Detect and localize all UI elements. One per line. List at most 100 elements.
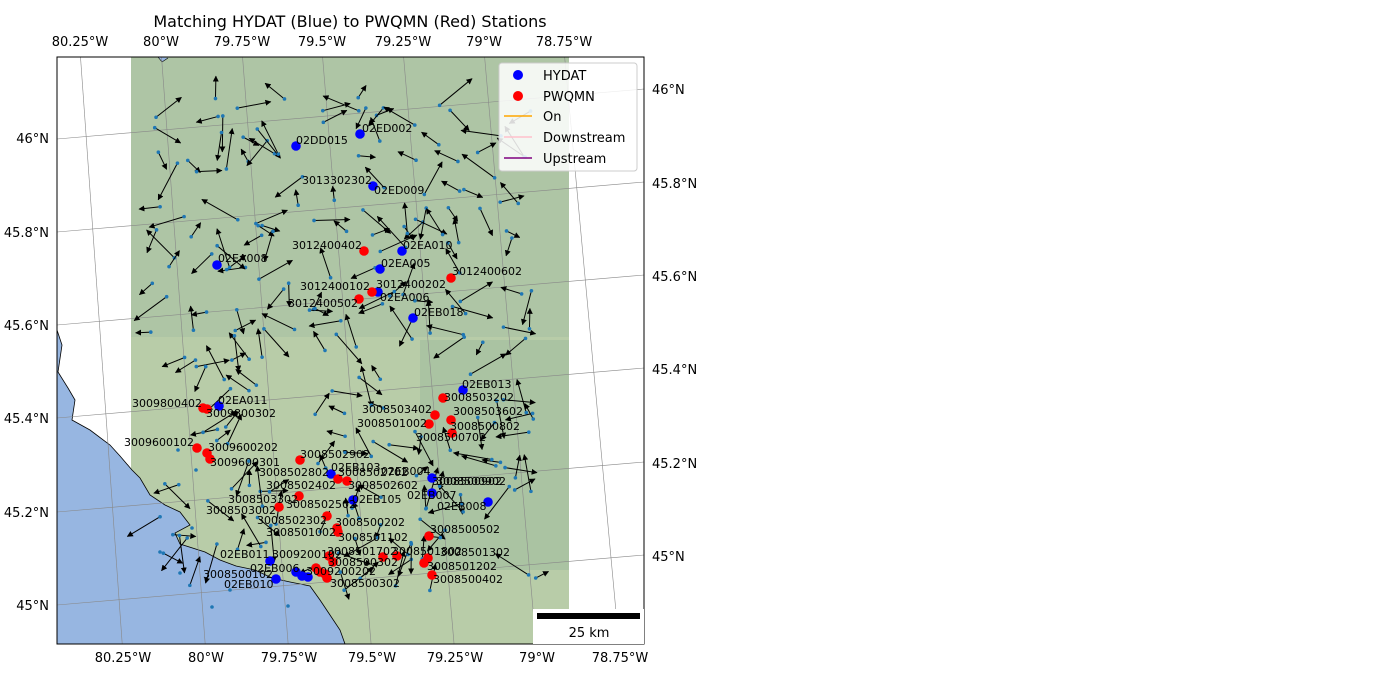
river-node [346,513,350,518]
hydat-station-marker[interactable] [375,264,385,274]
left-lat-label: 45°N [16,599,49,614]
hydat-station-marker[interactable] [348,495,358,505]
flow-arrow [496,400,507,439]
river-node [313,306,317,311]
flow-arrow [326,429,346,437]
pwqmn-station-marker[interactable] [424,419,434,429]
flow-arrow [196,167,223,174]
river-node [342,588,346,592]
river-node [259,544,263,549]
flow-arrow [438,470,445,487]
river-node [312,218,316,223]
river-node [498,460,503,465]
flow-arrow [426,324,464,336]
pwqmn-station-marker[interactable] [333,527,343,537]
hydat-station-marker[interactable] [397,246,407,256]
hydat-station-marker[interactable] [291,567,301,577]
pwqmn-station-marker[interactable] [202,404,212,414]
pwqmn-station-marker[interactable] [328,557,338,567]
station-label: 3008502602 [348,479,418,492]
pwqmn-station-marker[interactable] [354,294,364,304]
pwqmn-station-marker[interactable] [430,410,440,420]
hydat-station-marker[interactable] [265,556,275,566]
hydat-station-marker[interactable] [483,497,493,507]
flow-arrow [207,500,235,522]
pwqmn-station-marker[interactable] [205,454,215,464]
pwqmn-station-marker[interactable] [367,287,377,297]
hydat-station-marker[interactable] [408,313,418,323]
hydat-station-marker[interactable] [212,260,222,270]
flow-arrow [216,245,246,270]
hydat-station-marker[interactable] [458,385,468,395]
pwqmn-station-marker[interactable] [446,415,456,425]
river-node [446,205,451,210]
hydat-station-marker[interactable] [427,488,437,498]
pwqmn-station-marker[interactable] [333,474,343,484]
hydat-station-marker[interactable] [355,129,365,139]
flow-arrow [452,306,494,320]
hydat-station-marker[interactable] [326,469,336,479]
hydat-station-marker[interactable] [368,181,378,191]
flow-arrow [155,96,182,118]
pwqmn-station-marker[interactable] [447,428,457,438]
pwqmn-station-marker[interactable] [294,491,304,501]
hydat-station-marker[interactable] [427,473,437,483]
pwqmn-station-marker[interactable] [427,570,437,580]
flow-arrow [441,426,451,451]
river-node [281,287,286,291]
flow-arrow [368,107,384,127]
river-node [182,355,187,360]
pwqmn-station-marker[interactable] [438,393,448,403]
river-node [519,292,524,296]
river-node [271,229,275,234]
pwqmn-station-marker[interactable] [295,455,305,465]
river-node [276,152,281,156]
river-node [378,523,383,527]
flow-arrow [484,486,510,520]
flow-arrow [313,291,322,310]
station-label: 3009800302 [206,407,276,420]
river-node [206,499,210,503]
pwqmn-station-marker[interactable] [315,567,325,577]
pwqmn-station-marker[interactable] [192,443,202,453]
river-node [260,223,264,228]
flow-arrow [314,392,330,415]
pwqmn-station-marker[interactable] [274,502,284,512]
station-label: 02EA008 [218,252,267,265]
flow-arrow [308,320,341,329]
pwqmn-station-marker[interactable] [446,273,456,283]
river-node [458,492,463,497]
river-node [241,135,245,139]
pwqmn-station-marker[interactable] [424,531,434,541]
hydat-station-marker[interactable] [271,574,281,584]
river-node [235,547,240,552]
hydat-station-marker[interactable] [303,572,313,582]
river-node [213,96,218,101]
river-node [323,466,328,470]
river-node [468,372,473,377]
flow-arrow [397,151,417,161]
river-node [526,573,531,577]
station-label: 02EA005 [381,257,430,270]
pwqmn-station-marker[interactable] [359,246,369,256]
pwqmn-station-marker[interactable] [419,558,429,568]
pwqmn-station-marker[interactable] [342,476,352,486]
flow-arrow [235,460,250,497]
pwqmn-station-marker[interactable] [322,511,332,521]
top-lon-label: 79.5°W [298,35,346,50]
river-node [232,333,237,338]
flow-arrow [439,78,473,106]
pwqmn-station-marker[interactable] [392,551,402,561]
pwqmn-station-marker[interactable] [322,573,332,583]
hydat-station-marker[interactable] [214,401,224,411]
river-node [413,429,417,434]
flow-arrow [191,253,213,274]
pwqmn-station-marker[interactable] [378,552,388,562]
river-node [176,482,181,487]
flow-arrow [157,162,178,201]
river-node [175,161,180,165]
flow-arrow [261,313,295,330]
graticule-parallel [57,461,644,513]
hydat-station-marker[interactable] [291,141,301,151]
